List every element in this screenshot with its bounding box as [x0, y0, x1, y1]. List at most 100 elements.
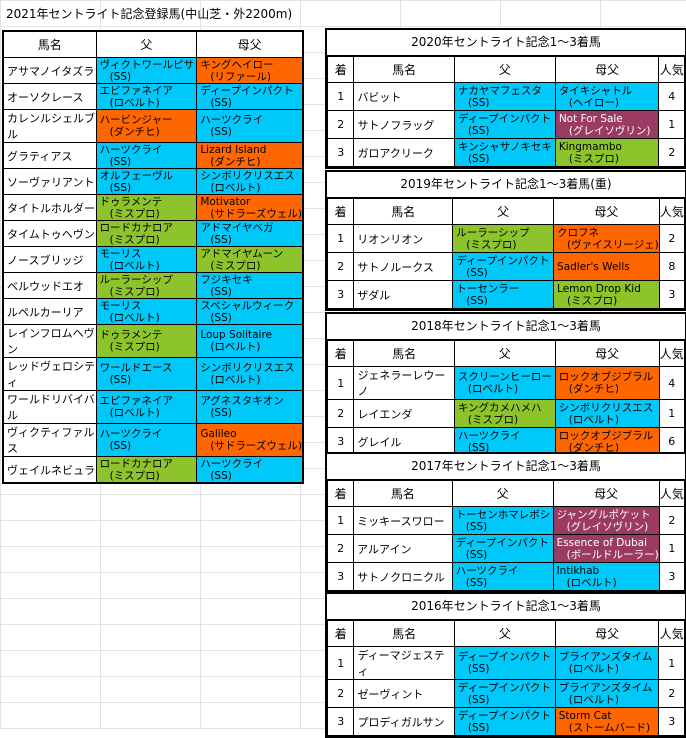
results-table: 着馬名父母父 人気 1 ジェネラーレウーノ スクリーンヒーロー (ロベルト) ロックオブジブ…	[326, 340, 685, 456]
dam-sire-name: ジャングルポケット	[556, 508, 651, 521]
horse-name: サトノフラッグ	[353, 110, 455, 139]
dam-sire-cell: ジャングルポケット (グレイソヴリン)	[552, 506, 660, 535]
horse-name: ザダル	[353, 280, 454, 309]
dam-sire-cell: Not For Sale (グレイソヴリン)	[554, 110, 660, 139]
sire-name: ハービンジャー	[99, 114, 173, 126]
header-sire: 父	[453, 340, 556, 367]
results-table: 着馬名父母父 人気 1 リオンリオン ルーラーシップ (ミスプロ) クロフネ (ヴァイスリージ…	[326, 198, 686, 309]
dam-sire-line: (SS)	[210, 233, 232, 246]
horse-name: ワールドリバイバル	[2, 390, 97, 424]
dam-sire-name: Not For Sale	[558, 112, 623, 125]
sire-line: (SS)	[109, 155, 132, 168]
sire-name: スクリーンヒーロー	[457, 371, 552, 383]
dam-sire-cell: アドマイヤベガ (SS)	[196, 220, 304, 247]
sire-cell: ドゥラメンテ (ミスプロ)	[95, 194, 198, 221]
popularity: 4	[658, 82, 685, 111]
result-row: 1 バビット ナカヤマフェスタ (SS) タイキシャトル (ヘイロー) 4	[326, 82, 685, 111]
sire-name: ルーラーシップ	[99, 273, 173, 286]
popularity: 3	[658, 280, 686, 309]
dam-sire-name: タイキシャトル	[558, 84, 633, 97]
sire-line: (SS)	[467, 124, 490, 137]
dam-sire-cell: Lizard Island (ダンチヒ)	[196, 142, 304, 169]
sire-line: (ミスプロ)	[109, 233, 160, 246]
header-sire: 父	[453, 620, 556, 647]
results-table: 着馬名父母父 人気 1 ディーマジェスティ ディープインパクト (SS) ブライアンズタイム…	[326, 620, 685, 736]
dam-sire-line: (ダンチヒ)	[210, 155, 261, 168]
sire-name: ディープインパクト	[457, 709, 552, 722]
dam-sire-line: (ロベルト)	[210, 341, 261, 353]
sire-cell: ロードカナロア (ミスプロ)	[95, 456, 198, 484]
entry-row: レインフロムヘヴン ドゥラメンテ (ミスプロ) Loup Solitaire (ロベルト…	[2, 324, 304, 358]
header-dam-sire: 母父	[553, 198, 660, 225]
sire-name: ディープインパクト	[455, 536, 549, 549]
entry-row: ヴェイルネビュラ ロードカナロア (ミスプロ) ハーツクライ (SS)	[2, 456, 304, 484]
result-row: 1 ディーマジェスティ ディープインパクト (SS) ブライアンズタイム (ロベルト) 1	[326, 646, 685, 680]
header-horse-name: 馬名	[353, 480, 453, 507]
dam-sire-name: ハーツクライ	[200, 457, 264, 470]
header-popularity: 人気	[658, 620, 685, 647]
header-dam-sire: 母父	[554, 620, 660, 647]
header-rank: 着	[326, 198, 355, 225]
dam-sire-name: ブライアンズタイム	[558, 681, 653, 694]
rank: 1	[326, 366, 355, 400]
dam-sire-name: シンボリクリスエス	[558, 401, 654, 414]
entry-row: タイムトゥヘヴン ロードカナロア (ミスプロ) アドマイヤベガ (SS)	[2, 220, 304, 247]
sire-name: ディープインパクト	[456, 254, 550, 267]
header-sire: 父	[451, 480, 554, 507]
rank: 3	[326, 707, 355, 736]
sire-name: エピファネイア	[99, 395, 174, 407]
horse-name: ヴィクティファルス	[2, 423, 97, 457]
horse-name: ミッキースワロー	[353, 506, 453, 535]
sire-line: (SS)	[109, 70, 132, 83]
header-sire: 父	[453, 56, 556, 83]
dam-sire-cell: キングヘイロー (リファール)	[196, 57, 304, 84]
sire-cell: モーリス (ロベルト)	[95, 298, 198, 325]
dam-sire-name: Sadler's Wells	[557, 260, 630, 273]
sire-line: (ミスプロ)	[467, 413, 519, 426]
dam-sire-line: (SS)	[210, 96, 232, 109]
dam-sire-cell: シンボリクリスエス (ロベルト)	[196, 357, 304, 391]
header-dam-sire: 母父	[552, 480, 660, 507]
dam-sire-cell: ロックオブジブラル (ダンチヒ)	[554, 366, 660, 400]
horse-name: グラティアス	[2, 142, 97, 169]
horse-name: ルペルカーリア	[2, 298, 97, 325]
sire-name: ディープインパクト	[457, 112, 552, 125]
dam-sire-cell: クロフネ (ヴァイスリージェ)	[553, 224, 660, 253]
horse-name: レイエンダ	[353, 399, 455, 428]
sire-line: (SS)	[465, 520, 488, 533]
results-title: 2018年セントライト記念1～3着馬	[327, 314, 685, 340]
sire-cell: ハーツクライ (SS)	[95, 423, 198, 457]
header-popularity: 人気	[658, 340, 685, 367]
rank: 3	[326, 138, 355, 167]
sire-line: (SS)	[467, 96, 490, 109]
horse-name: ジェネラーレウーノ	[353, 366, 455, 400]
result-row: 3 グレイル ハーツクライ (SS) ロックオブジブラル (ダンチヒ) 6	[326, 427, 685, 456]
sire-cell: ディープインパクト (SS)	[453, 707, 556, 736]
entries-header-row: 馬名 父 母父	[2, 30, 304, 58]
dam-sire-name: クロフネ	[557, 226, 600, 239]
sire-line: (ロベルト)	[467, 383, 519, 395]
sire-line: (ロベルト)	[109, 407, 160, 419]
popularity: 1	[658, 646, 685, 680]
results-block: 2020年セントライト記念1～3着馬着馬名父母父 人気 1 バビット ナカヤマフェスタ(…	[325, 28, 686, 169]
header-popularity: 人気	[658, 56, 685, 83]
results-block: 2017年セントライト記念1～3着馬着馬名父母父 人気 1 ミッキースワロー トーセンホ…	[325, 452, 686, 593]
dam-sire-name: スペシャルウィーク	[200, 299, 295, 312]
header-popularity: 人気	[658, 480, 686, 507]
dam-sire-line: (SS)	[210, 285, 232, 298]
dam-sire-name: シンボリクリスエス	[200, 362, 295, 374]
sire-cell: トーセンホマレボシ (SS)	[451, 506, 554, 535]
dam-sire-cell: タイキシャトル (ヘイロー)	[554, 82, 660, 111]
entry-row: アサマノイタズラ ヴィクトワールピサ (SS) キングヘイロー (リファール)	[2, 57, 304, 84]
sire-name: ハーツクライ	[455, 564, 519, 577]
rank: 1	[326, 82, 355, 111]
rank: 3	[326, 280, 355, 309]
popularity: 8	[658, 252, 686, 281]
dam-sire-line: (ロベルト)	[568, 693, 619, 706]
sire-cell: ヴィクトワールピサ (SS)	[95, 57, 198, 84]
sire-line: (SS)	[467, 441, 490, 454]
horse-name: ベルウッドエオ	[2, 272, 97, 299]
horse-name: オーソクレース	[2, 83, 97, 110]
rank: 2	[326, 399, 355, 428]
dam-sire-line: (SS)	[210, 407, 232, 419]
